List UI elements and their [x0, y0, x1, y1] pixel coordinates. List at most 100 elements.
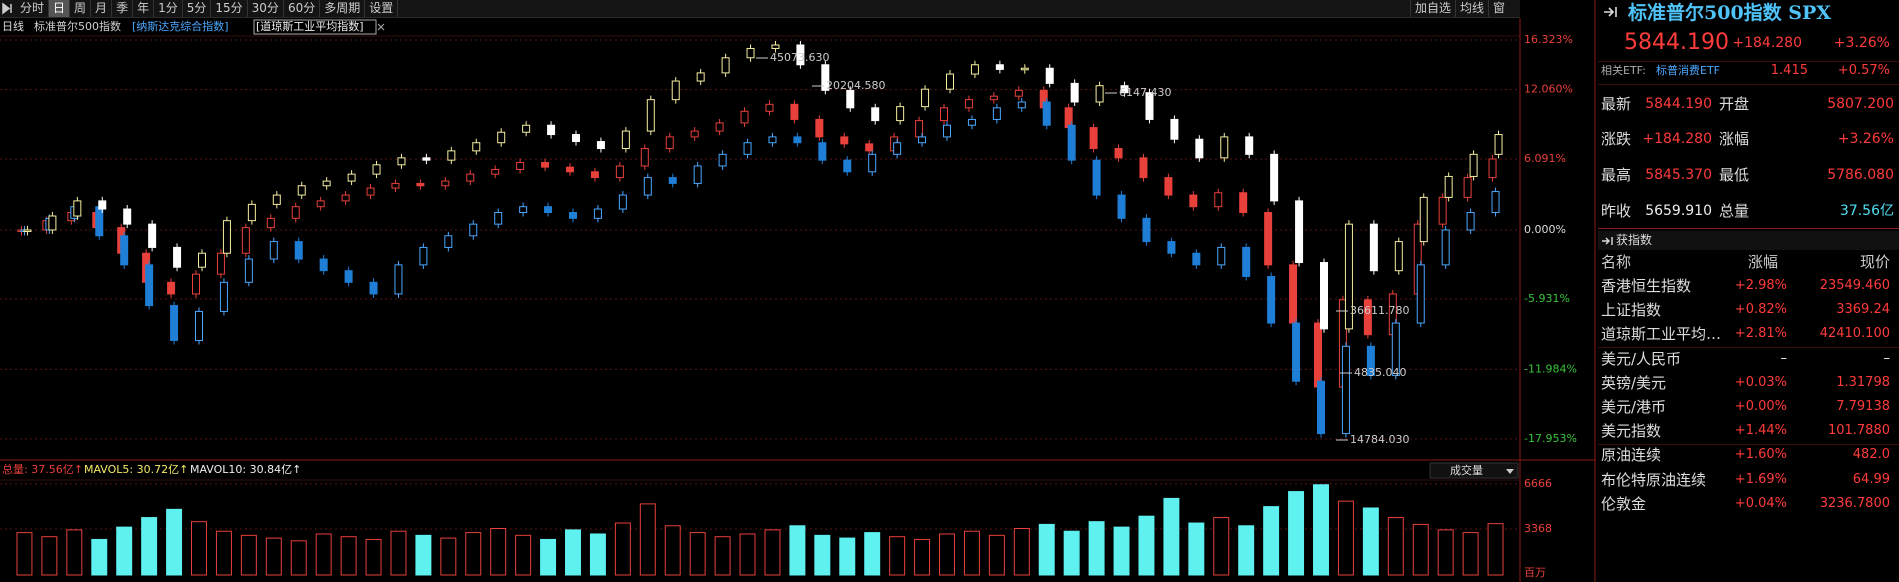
volume-bar [839, 537, 856, 576]
toolbar-action[interactable]: 加自选 [1410, 0, 1455, 17]
toolbar-actions: 加自选 均线窗 [1410, 0, 1509, 17]
indicator-dropdown[interactable] [1429, 462, 1519, 479]
candle-body [247, 203, 256, 222]
period-tab[interactable]: 设置 [365, 0, 399, 17]
candle-body [569, 212, 577, 219]
volume-bar [515, 534, 532, 576]
period-tab[interactable]: 5分 [183, 0, 212, 17]
volume-bar [41, 536, 58, 576]
toolbar-icon[interactable] [0, 0, 16, 17]
index-name: 伦敦金 [1601, 494, 1647, 513]
candle-body [943, 124, 951, 138]
candle-body [1092, 159, 1101, 196]
field-value: 5844.190 [1645, 96, 1712, 112]
toolbar-action[interactable]: 均线 [1455, 0, 1488, 17]
panel-icon[interactable] [1602, 3, 1622, 23]
candle-body [995, 64, 1004, 70]
period-tab[interactable]: 日 [49, 0, 71, 17]
candle-body [1416, 264, 1425, 324]
field-label: 开盘 [1719, 95, 1750, 113]
y-tick-label: 0.000% [1524, 223, 1566, 236]
period-tab[interactable]: 30分 [248, 0, 284, 17]
candle-body [1289, 264, 1298, 324]
period-tab[interactable]: 季 [112, 0, 134, 17]
candle-body [547, 124, 556, 136]
volume-bar [91, 538, 108, 576]
period-tab[interactable]: 月 [91, 0, 113, 17]
candle-body [1214, 192, 1223, 208]
divider [1598, 347, 1899, 349]
candle-body [472, 142, 481, 152]
index-name: 道琼斯工业平均… [1601, 325, 1722, 344]
candle-body [291, 206, 300, 219]
field-value: 5786.080 [1827, 167, 1894, 183]
volume-bar [16, 532, 33, 576]
field-value: 5845.370 [1645, 167, 1712, 183]
candle-body [1270, 153, 1279, 202]
candle-body [871, 107, 880, 122]
candle-body [921, 88, 930, 108]
candle-body [369, 281, 378, 295]
index-change: +0.03% [1734, 374, 1787, 390]
period-tab[interactable]: 60分 [284, 0, 321, 17]
candle-body [1366, 345, 1375, 376]
volume-bar [939, 533, 955, 576]
index-change: +1.44% [1734, 423, 1787, 439]
period-tab[interactable]: 周 [70, 0, 92, 17]
annotation: 36611.780 [1350, 304, 1410, 317]
volume-bar [614, 522, 631, 576]
candle-body [665, 136, 674, 150]
candle-body [621, 130, 630, 150]
index-price: 482.0 [1852, 447, 1890, 463]
field-label: 涨幅 [1719, 130, 1750, 148]
candle-body [192, 273, 200, 295]
y-tick-label: -5.931% [1524, 292, 1570, 305]
close-icon[interactable] [377, 23, 385, 31]
candle-body [397, 157, 406, 166]
candle-body [918, 136, 927, 144]
volume-bar [1362, 507, 1379, 576]
candle-body [821, 64, 830, 91]
volume-bar [739, 533, 756, 576]
index-price: 7.79138 [1836, 399, 1890, 414]
candle-body [721, 57, 730, 74]
index-price: 42410.100 [1819, 326, 1890, 342]
period-tab[interactable]: 15分 [211, 0, 248, 17]
candle-body [1363, 299, 1372, 336]
candle-body [1120, 85, 1129, 94]
quote-title: 标准普尔500指数 SPX [1628, 2, 1832, 24]
index-price: 23549.460 [1819, 278, 1890, 293]
period-tab[interactable]: 1分 [154, 0, 183, 17]
candle-body [693, 165, 702, 184]
index-price: 64.99 [1852, 471, 1890, 487]
period-tab[interactable]: 分时 [16, 0, 50, 17]
candle-body [1245, 136, 1254, 155]
period-tab[interactable]: 年 [133, 0, 155, 17]
candle-body [1491, 191, 1500, 214]
candle-body [1117, 194, 1126, 219]
toolbar: 分时日周月季年 1分 5分 15分 30分 60分 多周期 设置 [0, 0, 1520, 18]
annotation: 14784.030 [1350, 433, 1410, 446]
volume-bar [1387, 517, 1404, 576]
volume-bar [465, 532, 482, 576]
index-change: +2.98% [1734, 278, 1787, 293]
etf-name[interactable]: 标普消费ETF [1656, 64, 1720, 77]
candle-body [596, 141, 605, 150]
candle-body [740, 110, 749, 124]
candle-body [640, 148, 649, 167]
candle-body [1314, 322, 1322, 388]
candle-body [98, 200, 107, 210]
candle-body [269, 241, 278, 260]
candle-body [1095, 85, 1104, 103]
period-tab[interactable]: 多周期 [320, 0, 366, 17]
candle-body [1267, 276, 1276, 324]
section-icon[interactable] [1600, 233, 1616, 249]
volume-bar [116, 526, 133, 576]
field-value: 37.56亿 [1839, 203, 1894, 219]
volume-stat: MAVOL10: 30.84亿↑ [190, 463, 301, 476]
volume-bar [415, 534, 432, 576]
toolbar-action[interactable]: 窗 [1488, 0, 1509, 17]
candle-body [1441, 229, 1450, 266]
candle-body [170, 305, 179, 341]
